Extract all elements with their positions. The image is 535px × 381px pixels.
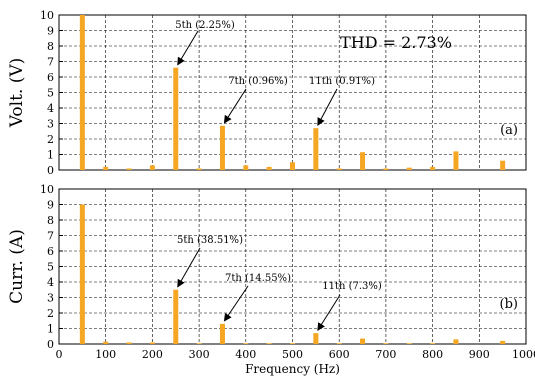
current-x-tick-label: 300 bbox=[189, 348, 210, 361]
voltage-y-tick-label: 8 bbox=[47, 40, 54, 53]
current-bars bbox=[79, 204, 506, 344]
voltage-annotation-label: 5th (2.25%) bbox=[175, 20, 235, 31]
voltage-bar bbox=[79, 15, 85, 170]
current-bar bbox=[79, 204, 85, 344]
current-bar bbox=[103, 341, 109, 344]
voltage-y-tick-label: 6 bbox=[47, 71, 54, 84]
current-bar bbox=[243, 343, 249, 344]
voltage-y-tick-label: 5 bbox=[47, 87, 54, 100]
current-x-tick-label: 400 bbox=[235, 348, 256, 361]
current-bar bbox=[219, 323, 225, 344]
current-y-tick-label: 2 bbox=[47, 307, 54, 320]
thd-annotation: THD = 2.73% bbox=[340, 33, 452, 52]
current-bar bbox=[360, 338, 366, 344]
current-x-tick-label: 900 bbox=[469, 348, 490, 361]
current-bar bbox=[290, 343, 295, 344]
voltage-panel: 0 1 2 3 4 5 6 7 8 9 10 5th (2.25%) 7th (0.96%) 11th … bbox=[7, 9, 527, 177]
current-y-ticks: 0 1 2 3 4 5 6 7 8 9 10 bbox=[40, 183, 63, 351]
voltage-y-tick-label: 3 bbox=[47, 118, 54, 131]
voltage-annotation-arrow bbox=[317, 88, 338, 127]
current-bar bbox=[500, 340, 506, 344]
voltage-bar bbox=[173, 67, 179, 170]
voltage-bar bbox=[430, 166, 436, 170]
current-annotation-label: 7th (14.55%) bbox=[225, 273, 291, 284]
current-bar bbox=[406, 343, 412, 344]
current-bar bbox=[266, 343, 272, 344]
current-y-tick-label: 10 bbox=[40, 183, 54, 196]
voltage-y-axis-label: Volt. (V) bbox=[7, 58, 27, 129]
current-y-axis-label: Curr. (A) bbox=[7, 229, 27, 304]
voltage-grid bbox=[59, 15, 526, 170]
voltage-bar bbox=[360, 152, 366, 170]
current-bar bbox=[126, 342, 132, 344]
current-x-tick-label: 100 bbox=[95, 348, 116, 361]
voltage-bar bbox=[196, 168, 202, 170]
current-bar bbox=[336, 343, 342, 344]
voltage-bar bbox=[336, 168, 342, 170]
voltage-bar bbox=[406, 167, 412, 170]
voltage-panel-label: (a) bbox=[500, 123, 518, 138]
current-x-tick-label: 0 bbox=[56, 348, 63, 361]
current-annotations: 5th (38.51%) 7th (14.55%) 11th (7.3%) bbox=[177, 235, 382, 331]
voltage-y-tick-label: 2 bbox=[47, 133, 54, 146]
voltage-annotation-arrow bbox=[177, 30, 199, 66]
current-bar bbox=[453, 339, 459, 344]
current-y-tick-label: 9 bbox=[47, 199, 54, 212]
voltage-y-tick-label: 4 bbox=[47, 102, 54, 115]
current-y-tick-label: 7 bbox=[47, 230, 54, 243]
voltage-bar bbox=[290, 162, 295, 170]
voltage-y-tick-label: 9 bbox=[47, 25, 54, 38]
current-x-tick-label: 500 bbox=[282, 348, 303, 361]
voltage-y-ticks: 0 1 2 3 4 5 6 7 8 9 10 bbox=[40, 9, 63, 177]
current-y-tick-label: 5 bbox=[47, 261, 54, 274]
voltage-y-tick-label: 7 bbox=[47, 56, 54, 69]
current-x-tick-label: 200 bbox=[142, 348, 163, 361]
current-x-tick-label: 1000 bbox=[512, 348, 535, 361]
current-bar bbox=[173, 289, 179, 344]
voltage-bar bbox=[103, 166, 109, 170]
voltage-bar bbox=[126, 168, 132, 170]
voltage-y-tick-label: 0 bbox=[47, 164, 54, 177]
current-bar bbox=[430, 343, 436, 344]
voltage-bar bbox=[500, 160, 506, 170]
current-x-tick-label: 800 bbox=[422, 348, 443, 361]
voltage-bar bbox=[219, 125, 225, 170]
voltage-y-tick-label: 10 bbox=[40, 9, 54, 22]
voltage-annotation-label: 7th (0.96%) bbox=[228, 76, 288, 87]
current-bar bbox=[313, 333, 319, 344]
voltage-annotation-arrow bbox=[223, 88, 247, 124]
current-panel-label: (b) bbox=[500, 297, 518, 312]
current-y-tick-label: 8 bbox=[47, 214, 54, 227]
voltage-bar bbox=[313, 128, 319, 170]
voltage-bar bbox=[243, 165, 249, 170]
current-y-tick-label: 1 bbox=[47, 323, 54, 336]
voltage-bars bbox=[79, 15, 506, 170]
current-annotation-arrow bbox=[317, 294, 341, 331]
current-bar bbox=[196, 343, 202, 344]
voltage-annotation-label: 11th (0.91%) bbox=[309, 76, 375, 87]
voltage-y-tick-label: 1 bbox=[47, 149, 54, 162]
current-bar bbox=[383, 343, 389, 344]
voltage-bar bbox=[266, 166, 272, 170]
current-x-ticks: 0 100 200 300 400 500 600 700 800 900 1000 bbox=[56, 348, 535, 361]
current-y-tick-label: 3 bbox=[47, 292, 54, 305]
current-annotation-label: 5th (38.51%) bbox=[177, 235, 243, 246]
voltage-bar bbox=[383, 168, 389, 170]
x-axis-label: Frequency (Hz) bbox=[245, 362, 340, 376]
voltage-annotations: 5th (2.25%) 7th (0.96%) 11th (0.91%) bbox=[175, 20, 375, 127]
current-y-tick-label: 6 bbox=[47, 245, 54, 258]
current-y-tick-label: 0 bbox=[47, 338, 54, 351]
current-annotation-label: 11th (7.3%) bbox=[322, 281, 382, 292]
current-x-tick-label: 700 bbox=[375, 348, 396, 361]
current-y-tick-label: 4 bbox=[47, 276, 54, 289]
current-annotation-arrow bbox=[223, 285, 249, 322]
current-x-tick-label: 600 bbox=[329, 348, 350, 361]
current-annotation-arrow bbox=[177, 247, 201, 288]
voltage-bar bbox=[453, 151, 459, 170]
current-bar bbox=[149, 342, 155, 344]
current-grid bbox=[59, 189, 526, 344]
voltage-bar bbox=[149, 165, 155, 170]
